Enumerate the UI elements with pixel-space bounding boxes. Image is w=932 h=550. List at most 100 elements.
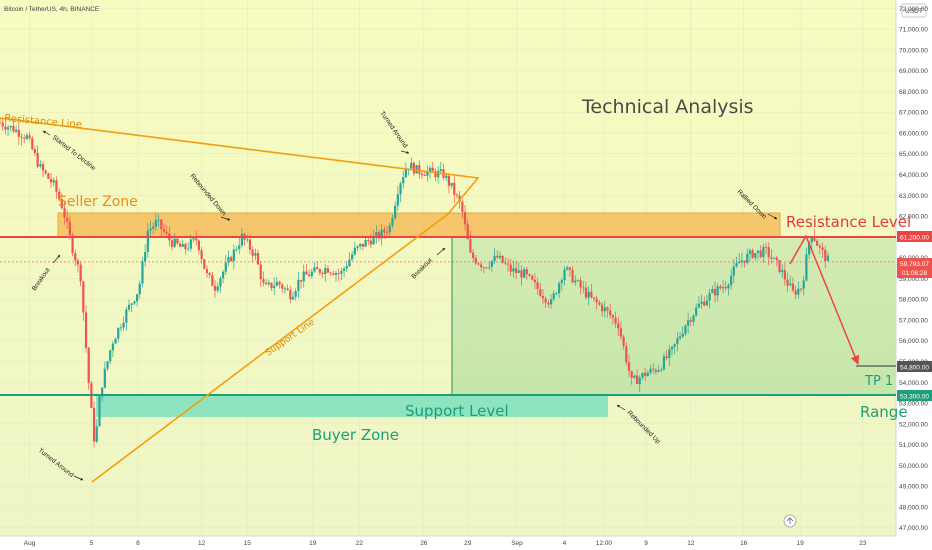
currency-badge[interactable]: USDT <box>901 3 927 18</box>
candle-body <box>25 135 28 139</box>
candle-body <box>92 407 96 442</box>
candle-body <box>687 320 690 326</box>
candle-body <box>445 175 448 178</box>
candle-body <box>248 239 252 250</box>
candle-body <box>146 230 149 253</box>
candle-body <box>730 275 733 286</box>
candle-body <box>431 167 434 172</box>
candle-body <box>617 323 620 329</box>
candle-body <box>533 279 537 283</box>
candle-body <box>6 127 10 130</box>
candle-body <box>767 247 770 258</box>
candle-body <box>673 343 676 347</box>
candle-body <box>488 266 491 268</box>
candle-body <box>418 165 421 174</box>
candle-body <box>756 250 760 253</box>
candle-body <box>353 247 356 255</box>
candle-body <box>332 273 335 275</box>
candle-body <box>802 280 805 289</box>
candle-body <box>203 259 206 269</box>
candle-body <box>235 249 238 250</box>
candle-body <box>783 270 786 280</box>
candle-body <box>160 219 163 230</box>
candle-body <box>762 246 765 257</box>
candle-body <box>512 268 515 272</box>
candle-body <box>133 301 136 304</box>
candle-body <box>106 361 109 369</box>
candle-body <box>439 169 442 171</box>
candle-body <box>197 240 201 251</box>
candle-body <box>539 289 542 296</box>
candle-body <box>786 279 789 286</box>
candle-body <box>176 238 179 244</box>
candle-body <box>60 199 63 209</box>
candle-body <box>614 317 617 324</box>
candle-body <box>157 219 160 221</box>
candle-body <box>41 164 45 171</box>
candle-body <box>821 247 824 250</box>
candle-body <box>708 292 711 301</box>
candle-body <box>450 182 453 186</box>
candle-body <box>71 235 74 254</box>
candle-body <box>826 255 830 261</box>
candle-body <box>230 257 233 262</box>
candle-body <box>428 167 432 172</box>
x-tick-label: 15 <box>244 540 252 547</box>
x-tick-label: Sep <box>511 540 523 547</box>
candle-body <box>152 226 155 229</box>
svg-text:USDT: USDT <box>905 8 923 15</box>
y-tick-label: 52,000.00 <box>899 421 928 428</box>
candle-body <box>764 246 768 248</box>
candle-body <box>716 286 719 296</box>
candle-body <box>622 336 625 347</box>
candle-body <box>633 375 636 378</box>
candle-body <box>641 372 644 378</box>
candle-body <box>474 257 477 264</box>
candle-body <box>670 346 674 350</box>
candle-body <box>294 290 297 297</box>
candle-body <box>211 275 214 286</box>
candle-body <box>262 279 265 283</box>
candle-body <box>33 149 37 153</box>
candle-body <box>170 240 174 247</box>
candle-body <box>824 249 827 261</box>
svg-text:61,200.00: 61,200.00 <box>900 235 929 242</box>
candle-body <box>222 271 225 279</box>
candle-body <box>321 272 324 274</box>
scroll-to-realtime-icon[interactable] <box>783 514 797 528</box>
candle-body <box>563 269 566 281</box>
candle-body <box>313 267 316 272</box>
candle-body <box>308 274 311 277</box>
candle-body <box>399 183 402 195</box>
y-tick-label: 48,000.00 <box>899 504 928 511</box>
candle-body <box>748 250 752 254</box>
y-tick-label: 58,000.00 <box>899 297 928 304</box>
candle-body <box>44 170 47 174</box>
candle-body <box>385 232 389 234</box>
candle-body <box>232 249 235 262</box>
y-tick-label: 70,000.00 <box>899 47 928 54</box>
candle-body <box>394 205 397 219</box>
candle-body <box>485 267 488 269</box>
candle-body <box>807 242 811 255</box>
candle-body <box>571 269 574 283</box>
candle-body <box>437 170 440 178</box>
candle-body <box>415 165 418 174</box>
candle-body <box>549 299 553 305</box>
candle-body <box>754 252 757 258</box>
candle-body <box>224 262 227 272</box>
candle-body <box>178 243 182 247</box>
candle-body <box>267 282 270 285</box>
candle-body <box>364 240 367 247</box>
candle-body <box>356 246 359 248</box>
x-tick-label: 9 <box>644 540 648 547</box>
candle-body <box>480 264 483 268</box>
candle-body <box>17 129 20 137</box>
candle-body <box>638 377 641 384</box>
candle-body <box>566 267 569 270</box>
svg-text:54,800.00: 54,800.00 <box>900 365 929 372</box>
candle-body <box>455 194 459 196</box>
candle-body <box>12 125 15 132</box>
candle-body <box>369 240 373 245</box>
candle-body <box>423 175 426 176</box>
